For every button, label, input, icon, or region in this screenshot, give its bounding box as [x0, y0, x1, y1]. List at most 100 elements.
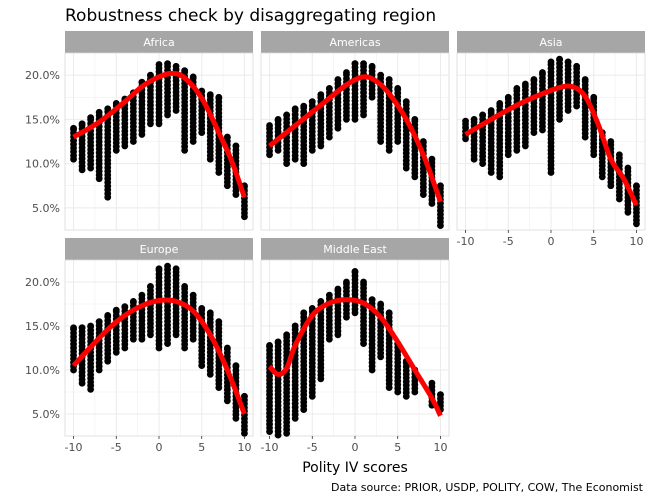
x-tick-label: 0	[352, 441, 359, 454]
data-point	[428, 155, 436, 163]
x-tick-label: 0	[156, 441, 163, 454]
data-point	[360, 278, 367, 286]
data-point	[343, 278, 350, 286]
data-point	[147, 71, 154, 79]
data-point	[573, 62, 581, 70]
facet-strip	[65, 31, 253, 53]
data-point	[496, 100, 504, 107]
data-point	[513, 85, 521, 92]
caption: Data source: PRIOR, USDP, POLITY, COW, T…	[331, 481, 644, 494]
data-point	[402, 98, 410, 106]
data-point	[308, 98, 316, 106]
x-tick-label: 10	[433, 441, 447, 454]
data-point	[300, 102, 308, 110]
facet-strip-label: Europe	[140, 243, 179, 256]
data-point	[78, 120, 86, 128]
x-tick-label: -5	[111, 441, 122, 454]
data-point	[104, 312, 112, 319]
data-point	[607, 138, 615, 145]
data-point	[164, 262, 171, 270]
data-point	[479, 111, 487, 119]
y-tick-label: 5.0%	[32, 408, 60, 421]
data-point	[104, 105, 112, 113]
x-tick-label: -10	[261, 441, 279, 454]
data-point	[87, 322, 95, 330]
data-point	[87, 114, 95, 122]
data-point	[377, 300, 385, 308]
data-point	[385, 309, 393, 317]
data-point	[437, 391, 444, 399]
data-point	[394, 85, 402, 92]
x-tick-label: -10	[457, 235, 475, 248]
data-point	[95, 108, 103, 116]
data-point	[283, 331, 291, 339]
x-tick-label: 5	[590, 235, 597, 248]
data-point	[351, 268, 359, 275]
panel-middle-east: Middle East -10 -5 0 5 10	[261, 238, 450, 454]
y-tick-label: 20.0%	[25, 276, 60, 289]
panel-border	[64, 52, 254, 231]
data-point	[633, 182, 640, 190]
chart-title: Robustness check by disaggregating regio…	[65, 6, 436, 26]
data-point	[615, 151, 623, 159]
x-tick-label: 0	[548, 235, 555, 248]
data-point	[564, 58, 572, 66]
data-point	[462, 117, 469, 125]
x-tick-label: -5	[307, 441, 318, 454]
data-point	[360, 60, 367, 68]
fit-line	[267, 74, 443, 203]
fit-line	[71, 297, 247, 415]
data-point	[215, 318, 223, 325]
data-point	[274, 115, 282, 123]
facet-strip	[65, 238, 253, 260]
y-tick-label: 10.0%	[25, 364, 60, 377]
data-point	[539, 69, 546, 76]
data-point	[437, 182, 444, 190]
x-tick-label: 5	[198, 441, 205, 454]
data-point	[428, 379, 436, 387]
data-point	[377, 71, 385, 79]
data-point	[112, 306, 120, 314]
x-tick-label: -5	[503, 235, 514, 248]
data-point	[556, 55, 563, 63]
facet-panels: Africa 5.0% 10.0% 15.0% 20.0% Americas Asia -10…	[25, 31, 646, 454]
data-point	[283, 111, 291, 119]
facet-strip-label: Asia	[539, 36, 562, 49]
data-point	[129, 297, 137, 305]
data-point	[223, 133, 231, 141]
data-point	[241, 393, 248, 400]
data-point	[266, 122, 273, 129]
data-point	[189, 291, 197, 299]
x-tick-label: 10	[237, 441, 251, 454]
data-point	[232, 362, 240, 369]
facet-strip	[261, 238, 449, 260]
y-tick-label: 5.0%	[32, 202, 60, 215]
data-point	[419, 138, 427, 145]
data-point	[70, 324, 77, 332]
data-point	[70, 124, 77, 132]
data-point	[368, 296, 376, 303]
data-point	[206, 309, 214, 317]
facet-strip-label: Americas	[329, 36, 380, 49]
data-point	[172, 265, 180, 273]
data-point	[317, 91, 325, 98]
data-point	[172, 62, 180, 70]
y-tick-label: 20.0%	[25, 69, 60, 82]
panel-americas: Americas	[260, 31, 450, 231]
data-point	[351, 60, 359, 68]
fit-line	[72, 70, 247, 199]
panel-border	[260, 52, 450, 231]
data-point	[504, 93, 512, 101]
data-point	[206, 91, 214, 98]
data-point	[487, 107, 495, 114]
facet-strip-label: Middle East	[323, 243, 387, 256]
data-point	[581, 76, 589, 83]
data-point	[181, 67, 189, 75]
data-point	[138, 291, 146, 299]
y-tick-label: 15.0%	[25, 113, 60, 126]
data-point	[300, 309, 308, 317]
y-tick-label: 10.0%	[25, 158, 60, 171]
data-point	[274, 338, 282, 346]
data-point	[121, 303, 129, 311]
